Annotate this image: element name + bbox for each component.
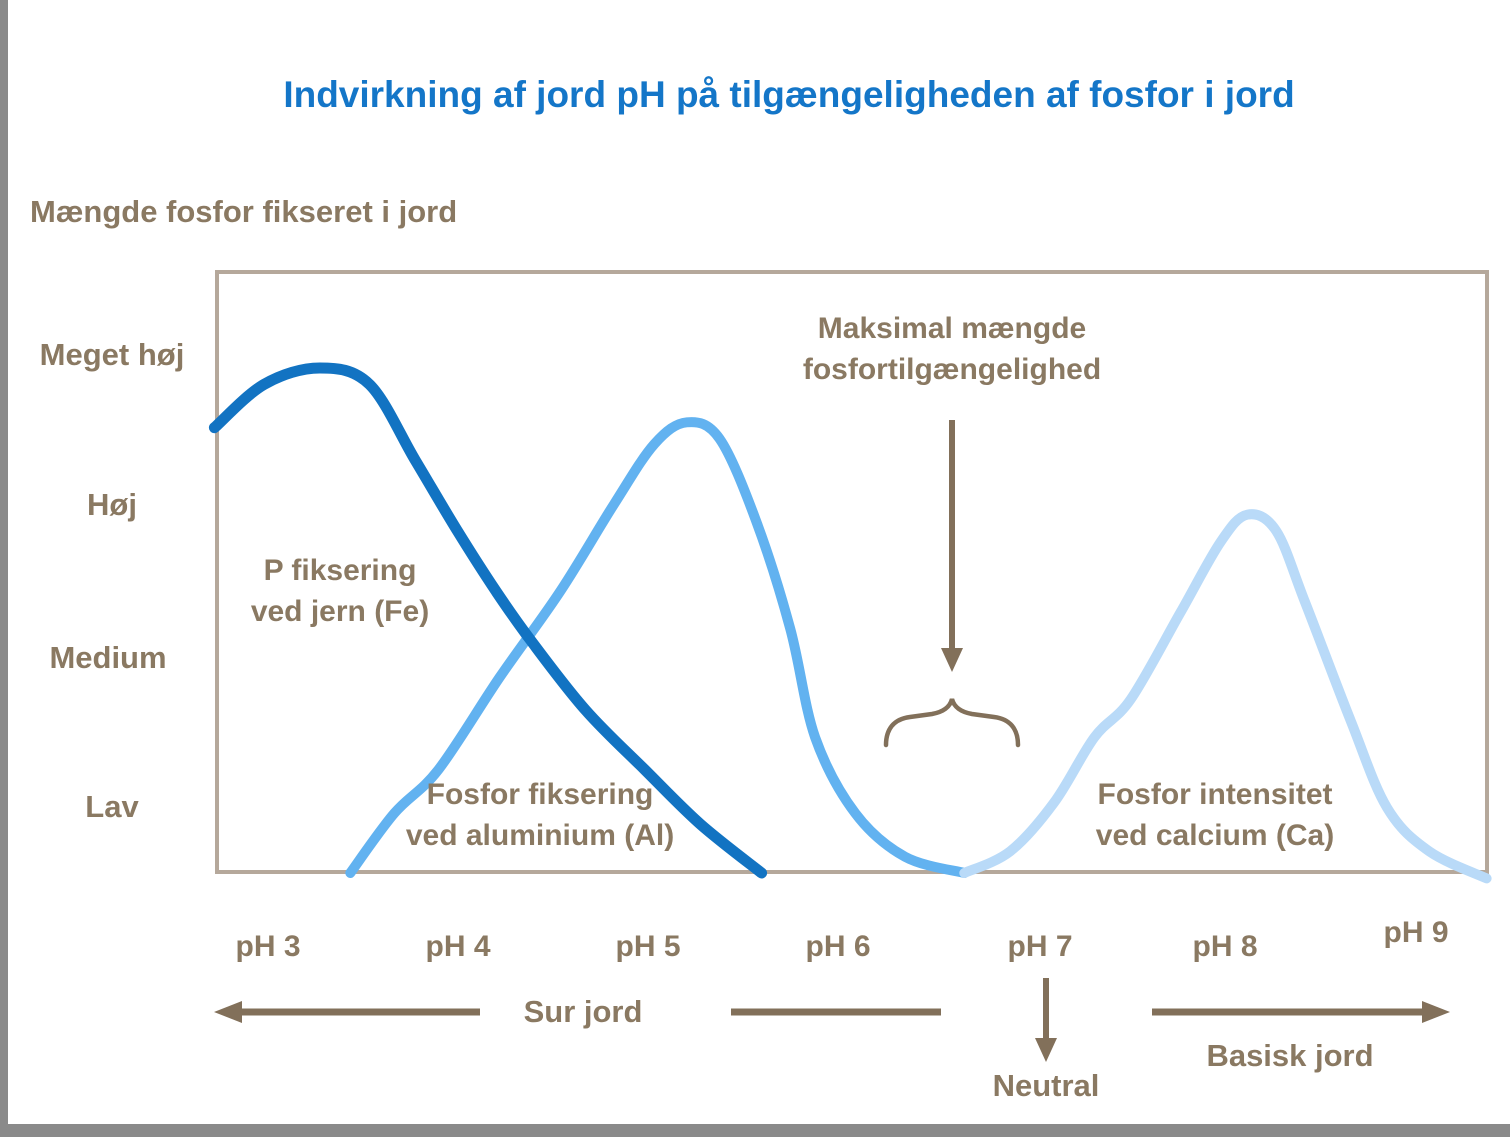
y-tick-medium: Medium [49,640,167,675]
calcium-intensity-label: Fosfor intensitet ved calcium (Ca) [1095,778,1335,852]
aluminium-fixation-label: Fosfor fiksering ved aluminium (Al) [405,778,675,852]
basic-soil-label: Basisk jord [1206,1038,1374,1073]
y-tick-meget-hoj: Meget høj [39,337,185,372]
frame-left-bar [0,0,8,1137]
x-tick-ph3: pH 3 [235,930,301,963]
x-tick-ph6: pH 6 [805,930,871,963]
x-tick-ph5: pH 5 [615,930,681,963]
iron-fixation-curve [208,362,768,879]
curves-canvas [208,362,1492,884]
plot-area [215,270,1489,874]
x-tick-ph8: pH 8 [1192,930,1258,963]
calcium-intensity-curve [959,509,1492,884]
y-tick-hoj: Høj [87,487,137,522]
x-tick-ph9: pH 9 [1383,916,1449,949]
y-axis-label: Mængde fosfor fikseret i jord [30,194,458,229]
frame-bottom-bar [0,1124,1510,1137]
acidic-arrowhead-icon [214,1001,242,1023]
aluminium-fixation-curve [345,417,970,878]
basic-arrowhead-icon [1422,1001,1450,1023]
y-tick-lav: Lav [85,789,139,824]
x-tick-ph4: pH 4 [425,930,491,963]
neutral-arrowhead-icon [1035,1038,1057,1062]
page-title: Indvirkning af jord pH på tilgængelighed… [283,74,1295,115]
iron-fixation-label: P fiksering ved jern (Fe) [250,554,430,628]
x-tick-ph7: pH 7 [1007,930,1073,963]
neutral-label: Neutral [992,1068,1100,1103]
acidic-soil-label: Sur jord [523,994,643,1029]
max-availability-label: Maksimal mængde fosfortilgængelighed [802,312,1102,386]
